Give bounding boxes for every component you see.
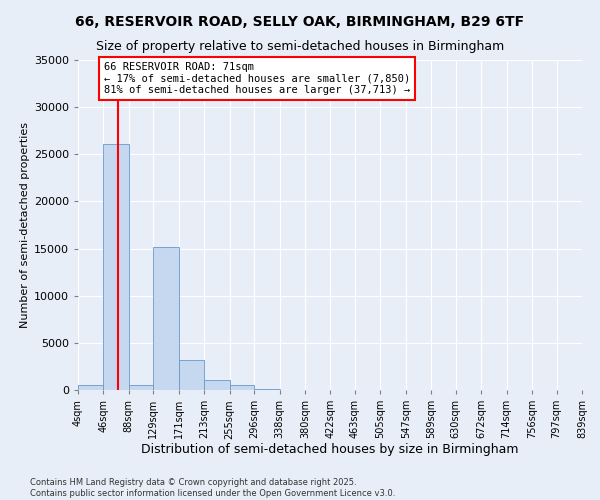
Text: Contains HM Land Registry data © Crown copyright and database right 2025.
Contai: Contains HM Land Registry data © Crown c… bbox=[30, 478, 395, 498]
Y-axis label: Number of semi-detached properties: Number of semi-detached properties bbox=[20, 122, 29, 328]
Bar bbox=[129, 386, 154, 390]
Bar bbox=[179, 360, 204, 390]
Text: 66 RESERVOIR ROAD: 71sqm
← 17% of semi-detached houses are smaller (7,850)
81% o: 66 RESERVOIR ROAD: 71sqm ← 17% of semi-d… bbox=[104, 62, 410, 95]
Bar bbox=[78, 386, 103, 390]
Bar bbox=[230, 386, 254, 390]
Text: Size of property relative to semi-detached houses in Birmingham: Size of property relative to semi-detach… bbox=[96, 40, 504, 53]
X-axis label: Distribution of semi-detached houses by size in Birmingham: Distribution of semi-detached houses by … bbox=[141, 442, 519, 456]
Bar bbox=[204, 380, 230, 390]
Bar bbox=[154, 246, 179, 390]
Bar bbox=[254, 389, 280, 390]
Bar bbox=[103, 144, 129, 390]
Text: 66, RESERVOIR ROAD, SELLY OAK, BIRMINGHAM, B29 6TF: 66, RESERVOIR ROAD, SELLY OAK, BIRMINGHA… bbox=[76, 15, 524, 29]
